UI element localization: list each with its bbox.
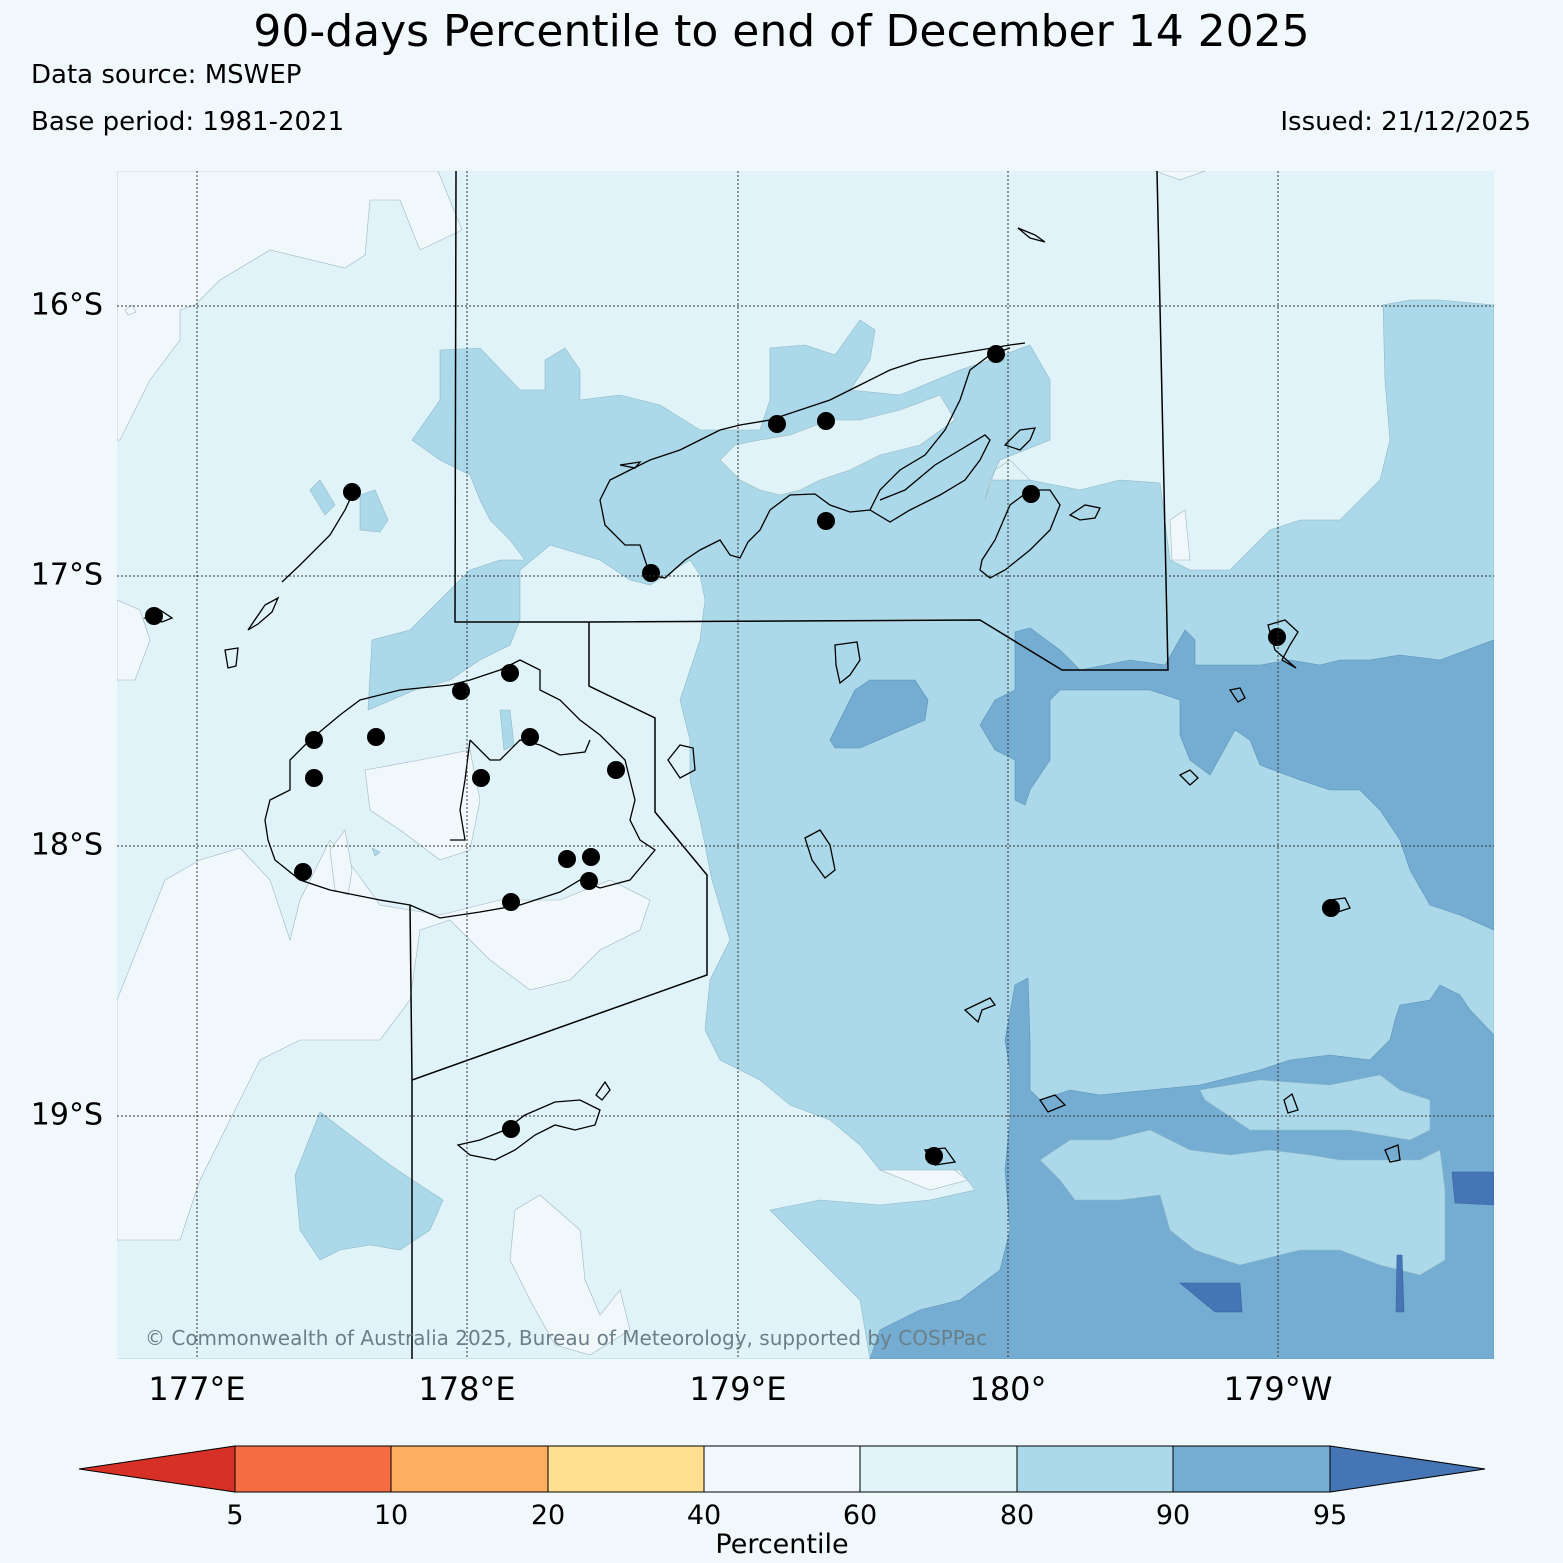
- percentile-80-90-inner: [1039, 1074, 1446, 1276]
- colorbar-tick-10: 10: [374, 1500, 408, 1531]
- lon-label-179e: 179°E: [689, 1370, 786, 1408]
- lon-label-177e: 177°E: [148, 1370, 245, 1408]
- colorbar-lower-extend: [78, 1445, 236, 1493]
- lat-label-18s: 18°S: [31, 828, 103, 863]
- colorbar-tick-95: 95: [1313, 1500, 1347, 1531]
- lat-label-19s: 19°S: [31, 1098, 103, 1133]
- lat-label-16s: 16°S: [31, 288, 103, 323]
- colorbar-segment-5-10: [234, 1445, 392, 1493]
- colorbar: 5 10 20 40 60 80 90 95 Percentile: [78, 1445, 1486, 1560]
- colorbar-tick-5: 5: [226, 1500, 243, 1531]
- colorbar-segment-10-20: [390, 1445, 549, 1493]
- colorbar-tick-20: 20: [531, 1500, 565, 1531]
- colorbar-upper-extend: [1329, 1445, 1486, 1493]
- base-period-label: Base period: 1981-2021: [31, 107, 345, 137]
- data-source-label: Data source: MSWEP: [31, 60, 302, 90]
- colorbar-segment-60-80: [859, 1445, 1018, 1493]
- colorbar-tick-90: 90: [1156, 1500, 1190, 1531]
- colorbar-ticks: 5 10 20 40 60 80 90 95 Percentile: [226, 1500, 1347, 1560]
- station-markers: [145, 345, 1340, 1165]
- colorbar-tick-60: 60: [843, 1500, 877, 1531]
- lon-label-179w: 179°W: [1224, 1370, 1333, 1408]
- map-panel: © Commonwealth of Australia 2025, Bureau…: [117, 171, 1494, 1359]
- graticule: [117, 171, 1494, 1359]
- colorbar-segment-40-60: [703, 1445, 861, 1493]
- map-title: 90-days Percentile to end of December 14…: [253, 6, 1310, 57]
- lon-label-180: 180°: [969, 1370, 1046, 1408]
- division-boundaries: [409, 171, 1169, 1359]
- longitude-labels: 177°E 178°E 179°E 180° 179°W: [148, 1370, 1332, 1408]
- colorbar-tick-40: 40: [687, 1500, 721, 1531]
- lat-label-17s: 17°S: [31, 558, 103, 593]
- copyright-notice: © Commonwealth of Australia 2025, Bureau…: [145, 1326, 987, 1350]
- colorbar-title: Percentile: [715, 1529, 848, 1560]
- issued-date-label: Issued: 21/12/2025: [1280, 107, 1531, 137]
- colorbar-segment-20-40: [547, 1445, 705, 1493]
- colorbar-segment-90-95: [1172, 1445, 1331, 1493]
- lon-label-178e: 178°E: [418, 1370, 515, 1408]
- colorbar-segment-80-90: [1016, 1445, 1174, 1493]
- colorbar-tick-80: 80: [1000, 1500, 1034, 1531]
- latitude-labels: 16°S 17°S 18°S 19°S: [31, 288, 103, 1133]
- percentile-above-95-areas: [1179, 1171, 1494, 1313]
